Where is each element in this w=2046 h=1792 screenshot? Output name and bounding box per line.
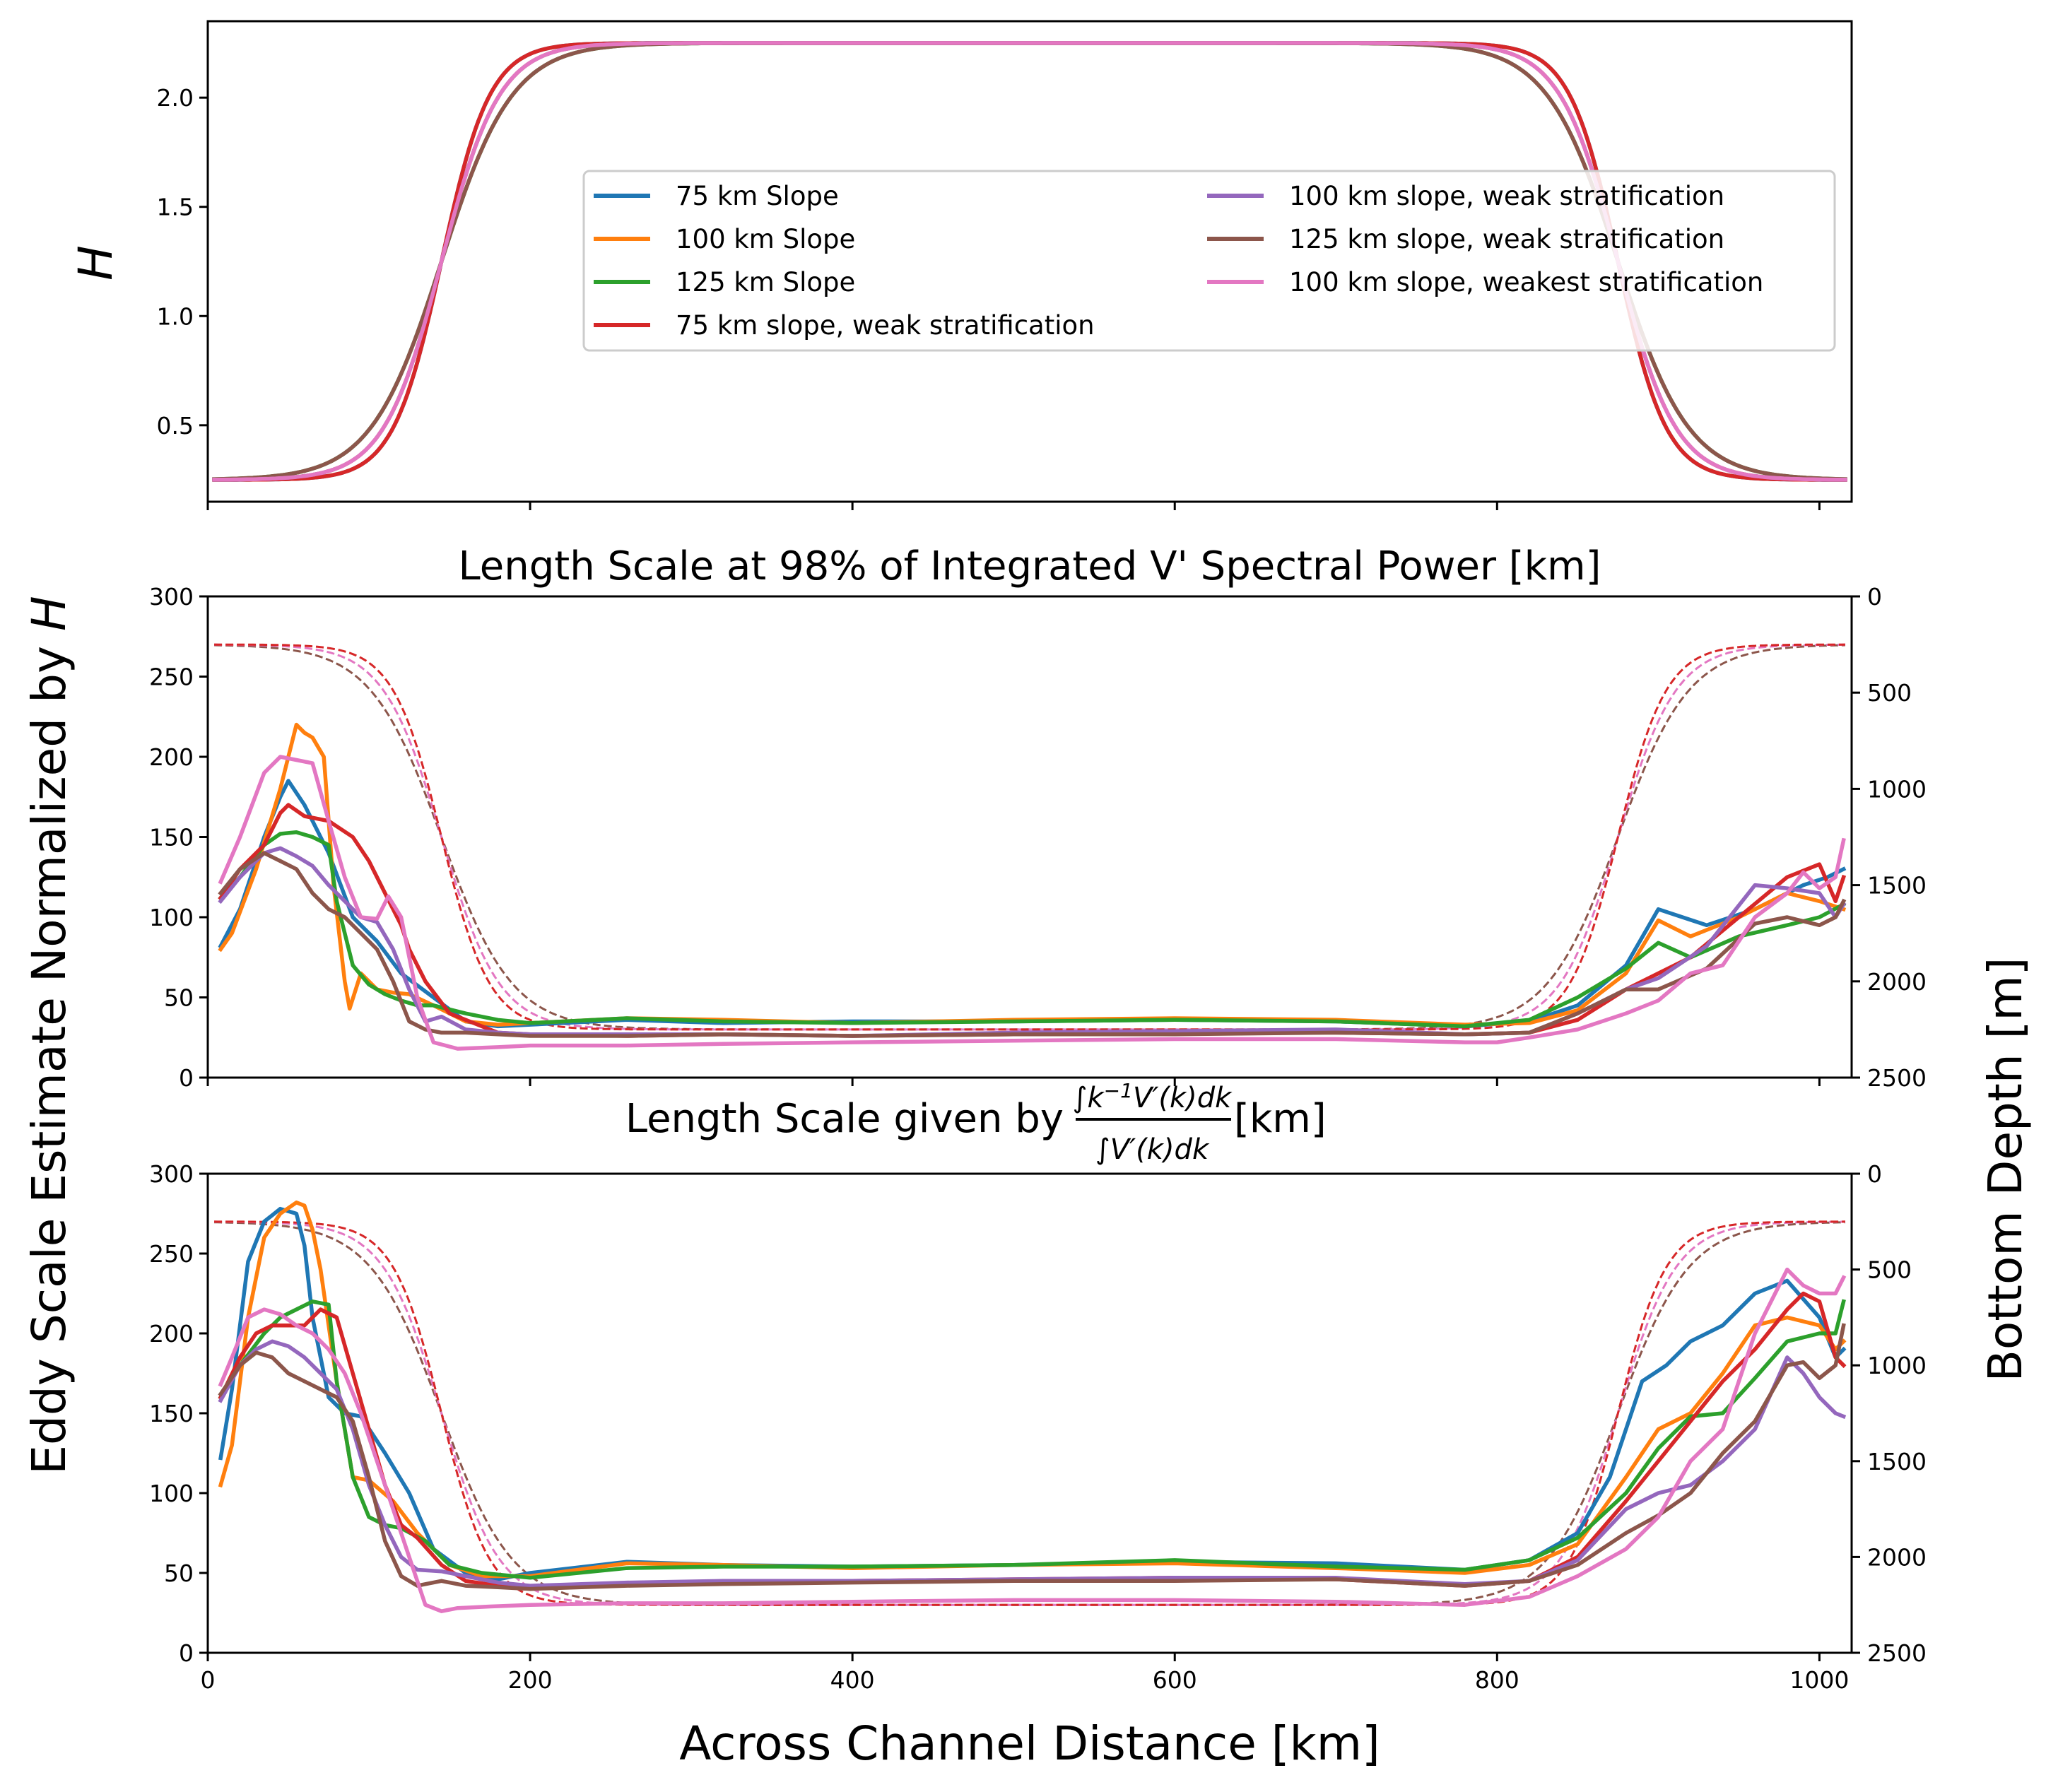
y-tick-label: 1.5 (157, 194, 194, 221)
series-line-125-km-slope-weak-stratification (218, 1323, 1846, 1591)
series-line-100-km-slope (218, 1200, 1847, 1579)
y-tick-label: 200 (149, 1320, 194, 1348)
right-y-tick-label: 2000 (1867, 1543, 1927, 1571)
plot-area (214, 1200, 1847, 1613)
panel-title-98pct: Length Scale at 98% of Integrated V' Spe… (459, 543, 1601, 589)
y-tick-label: 1.0 (157, 302, 194, 330)
legend-entry-125-km-slope-weak-stratification: 125 km slope, weak stratification (1207, 224, 1724, 254)
right-y-tick-label: 2500 (1867, 1064, 1927, 1092)
series-line-100-km-slope-weakest-stratification (212, 41, 1847, 482)
right-y-tick-label: 1000 (1867, 1352, 1927, 1379)
legend-label: 100 km slope, weakest stratification (1289, 267, 1763, 297)
legend-frame (582, 170, 1836, 352)
shared-ylabel: Eddy Scale Estimate Normalized by H (22, 596, 76, 1474)
x-tick-label: 400 (830, 1666, 875, 1694)
axes-frame (206, 20, 1853, 503)
panel-title-unit: [km] (1234, 1096, 1327, 1142)
legend-entry-100-km-slope-weak-stratification: 100 km slope, weak stratification (1207, 181, 1724, 211)
panel-length-scale-98pct: 0 50 100 150 200 250 300 0 500 1000 1500 2000 2500 (149, 583, 1927, 1092)
series-line-100-km-slope-weakest-stratification (218, 755, 1846, 1051)
y-tick-label: 250 (149, 1240, 194, 1268)
panel-title-integral-ratio: Length Scale given by ∫k−1V′(k)dk ∫V′(k)… (625, 1079, 1327, 1166)
y-tick-label: 150 (149, 824, 194, 851)
y-tick-label: 100 (149, 904, 194, 931)
depth-line-100-km-slope-weakest-stratification (214, 643, 1845, 1031)
right-y-tick-label: 500 (1867, 679, 1912, 707)
y-tick-label: 0 (179, 1064, 194, 1092)
fraction-numerator: ∫k−1V′(k)dk (1073, 1079, 1233, 1114)
y-tick-label: 200 (149, 743, 194, 771)
right-ylabel: Bottom Depth [m] (1978, 957, 2033, 1382)
series-line-125-km-slope (218, 1299, 1846, 1580)
series-line-125-km-slope (218, 830, 1847, 1029)
y-tick-label: 300 (149, 1160, 194, 1188)
right-y-tick-label: 1500 (1867, 872, 1927, 900)
fraction-denominator: ∫V′(k)dk (1095, 1133, 1210, 1166)
depth-line-75-km-slope-weak-stratification (214, 1220, 1845, 1606)
right-y-tick-label: 0 (1867, 583, 1882, 611)
right-y-tick-label: 2000 (1867, 968, 1927, 996)
right-y-tick-label: 2500 (1867, 1639, 1927, 1667)
x-tick-label: 0 (201, 1666, 216, 1694)
right-y-tick-label: 1000 (1867, 775, 1927, 803)
panel-length-scale-integral-ratio: 0 50 100 150 200 250 300 0 500 1000 1500 2000 2500 0 2… (149, 1160, 1927, 1694)
y-tick-label: 2.0 (157, 84, 194, 112)
y-tick-label: 250 (149, 664, 194, 691)
legend-label: 125 km slope, weak stratification (1289, 224, 1724, 254)
x-tick-label: 800 (1475, 1666, 1519, 1694)
legend-entry-100-km-slope-weakest-stratification: 100 km slope, weakest stratification (1207, 267, 1763, 297)
legend-entry-75-km-slope-weak-stratification: 75 km slope, weak stratification (594, 310, 1095, 341)
y-tick-label: 100 (149, 1480, 194, 1507)
y-tick-label: 150 (149, 1400, 194, 1427)
y-tick-label: 50 (164, 1560, 194, 1587)
series-line-100-km-slope-weak-stratification (218, 1339, 1847, 1588)
plot-area (214, 643, 1847, 1051)
legend-label: 100 km slope, weak stratification (1289, 181, 1724, 211)
panel-title-fraction: ∫k−1V′(k)dk ∫V′(k)dk (1073, 1079, 1233, 1166)
legend-entry-75-km-slope: 75 km Slope (594, 181, 839, 211)
shared-ylabel-italic: H (22, 596, 76, 631)
y-tick-label: 50 (164, 984, 194, 1012)
right-y-tick-label: 500 (1867, 1256, 1912, 1284)
x-tick-label: 200 (508, 1666, 553, 1694)
depth-line-75-km-slope-weak-stratification (214, 643, 1845, 1031)
legend-entry-125-km-slope: 125 km Slope (594, 267, 855, 297)
legend-label: 75 km slope, weak stratification (676, 310, 1095, 341)
right-y-tick-label: 0 (1867, 1160, 1882, 1188)
panel-title-prefix: Length Scale given by (625, 1096, 1064, 1142)
legend-label: 75 km Slope (676, 181, 839, 211)
y-tick-label: 300 (149, 583, 194, 611)
ylabel-H: H (69, 245, 123, 281)
series-line-100-km-slope-weakest-stratification (218, 1267, 1847, 1613)
series-line-100-km-slope (218, 722, 1847, 1027)
legend-label: 125 km Slope (676, 267, 855, 297)
x-tick-label: 600 (1153, 1666, 1197, 1694)
legend-entry-100-km-slope: 100 km Slope (594, 224, 855, 254)
legend: 75 km Slope 100 km Slope 125 km Slope 75 km… (582, 170, 1836, 352)
x-tick-label: 1000 (1789, 1666, 1849, 1694)
y-tick-label: 0 (179, 1639, 194, 1667)
panel-bathymetry-H: 0.5 1.0 1.5 2.0 (157, 20, 1853, 510)
shared-ylabel-text: Eddy Scale Estimate Normalized by (22, 631, 76, 1475)
y-tick-label: 0.5 (157, 412, 194, 440)
right-y-tick-label: 1500 (1867, 1448, 1927, 1475)
legend-label: 100 km Slope (676, 224, 855, 254)
plot-area (212, 41, 1847, 482)
xlabel: Across Channel Distance [km] (679, 1716, 1380, 1771)
